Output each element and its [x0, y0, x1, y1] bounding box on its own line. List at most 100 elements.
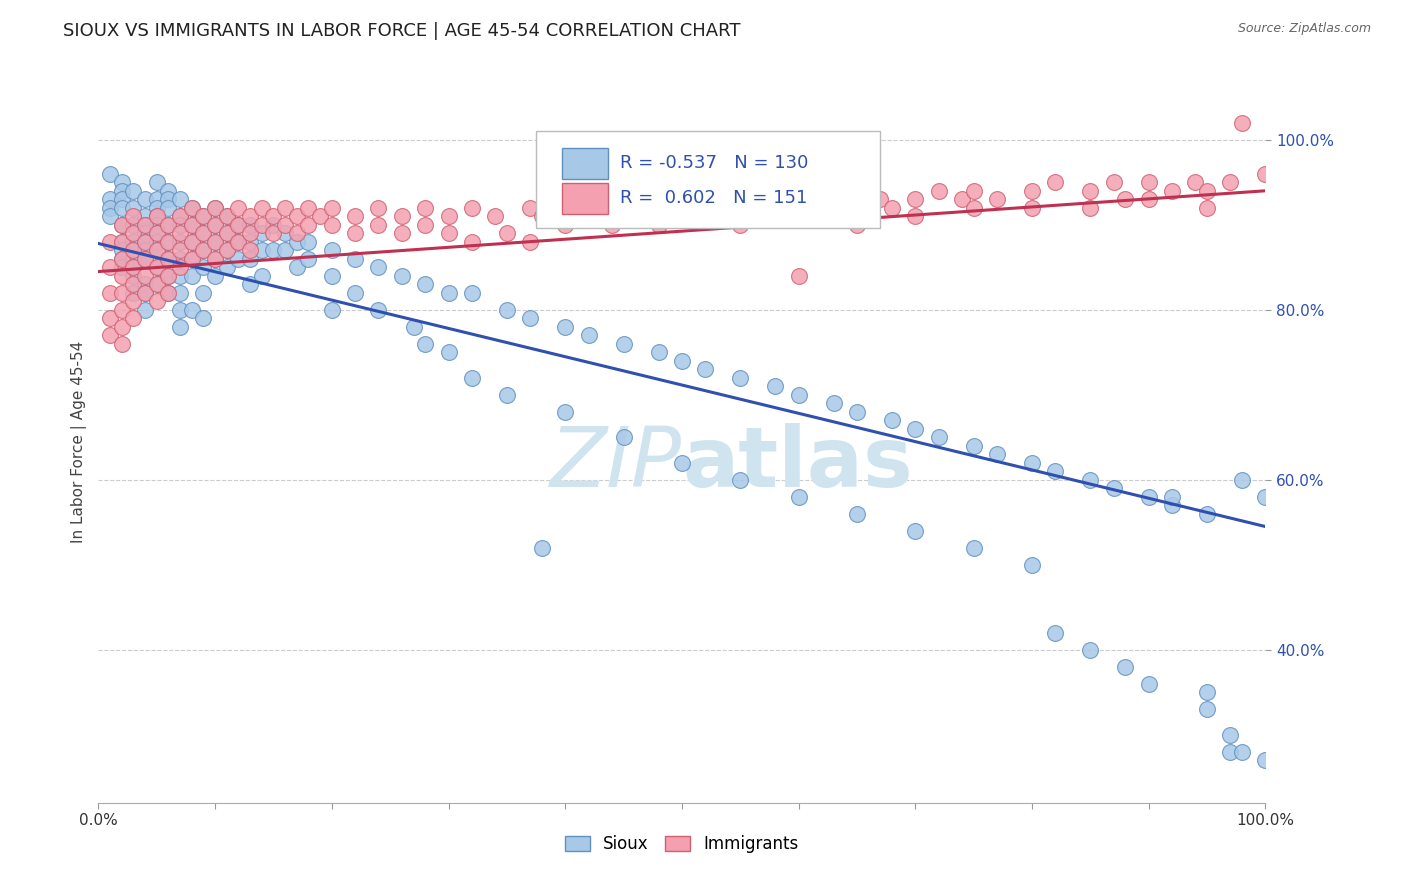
Point — [285, 260, 308, 275]
Point — [274, 227, 297, 241]
Point — [204, 235, 226, 249]
Text: ZIP: ZIP — [550, 423, 682, 504]
Point — [461, 201, 484, 215]
Point — [787, 388, 810, 402]
Point — [204, 268, 226, 283]
Point — [146, 235, 169, 249]
Point — [344, 285, 367, 300]
Point — [239, 235, 262, 249]
Point — [730, 473, 752, 487]
Point — [413, 201, 436, 215]
Point — [519, 311, 541, 326]
Point — [846, 405, 869, 419]
Point — [321, 268, 343, 283]
Point — [986, 447, 1008, 461]
Point — [321, 302, 343, 317]
Point — [169, 252, 191, 266]
Point — [846, 218, 869, 232]
Point — [111, 192, 134, 206]
Point — [274, 218, 297, 232]
Point — [215, 209, 238, 223]
Point — [811, 201, 834, 215]
Point — [787, 192, 810, 206]
Point — [146, 277, 169, 292]
Point — [134, 227, 156, 241]
Point — [787, 490, 810, 504]
Point — [624, 209, 647, 223]
FancyBboxPatch shape — [536, 131, 880, 228]
Point — [180, 235, 202, 249]
Point — [180, 201, 202, 215]
Point — [98, 328, 121, 343]
Point — [297, 252, 319, 266]
Point — [730, 218, 752, 232]
Point — [402, 319, 425, 334]
Point — [215, 227, 238, 241]
Point — [600, 218, 623, 232]
Point — [496, 302, 519, 317]
Point — [169, 192, 191, 206]
Point — [134, 244, 156, 258]
Point — [647, 192, 669, 206]
Point — [193, 260, 215, 275]
Point — [1021, 201, 1043, 215]
Point — [134, 235, 156, 249]
Point — [193, 285, 215, 300]
Point — [437, 345, 460, 359]
Point — [1045, 625, 1067, 640]
Point — [111, 260, 134, 275]
Point — [1021, 558, 1043, 572]
Point — [204, 201, 226, 215]
Point — [904, 209, 927, 223]
Point — [193, 244, 215, 258]
Point — [846, 201, 869, 215]
Point — [250, 218, 273, 232]
Point — [122, 285, 145, 300]
Point — [134, 302, 156, 317]
Point — [111, 175, 134, 189]
Point — [1195, 702, 1218, 716]
Point — [98, 260, 121, 275]
Point — [250, 244, 273, 258]
Point — [239, 252, 262, 266]
Point — [1161, 184, 1184, 198]
Point — [111, 319, 134, 334]
Text: Source: ZipAtlas.com: Source: ZipAtlas.com — [1237, 22, 1371, 36]
Point — [228, 218, 250, 232]
Point — [215, 260, 238, 275]
Point — [1195, 685, 1218, 699]
Point — [146, 218, 169, 232]
Point — [169, 285, 191, 300]
Point — [157, 285, 180, 300]
Point — [413, 218, 436, 232]
Point — [904, 422, 927, 436]
Point — [180, 218, 202, 232]
Point — [904, 192, 927, 206]
Point — [309, 209, 332, 223]
Point — [600, 201, 623, 215]
Point — [1219, 175, 1241, 189]
Point — [367, 302, 389, 317]
Point — [98, 167, 121, 181]
Point — [239, 277, 262, 292]
Point — [228, 218, 250, 232]
Point — [695, 362, 717, 376]
Point — [122, 244, 145, 258]
Point — [157, 235, 180, 249]
Point — [122, 260, 145, 275]
Point — [146, 175, 169, 189]
Point — [98, 235, 121, 249]
Point — [157, 218, 180, 232]
Point — [134, 192, 156, 206]
Point — [111, 218, 134, 232]
Point — [122, 184, 145, 198]
Point — [122, 252, 145, 266]
Point — [111, 218, 134, 232]
Point — [250, 201, 273, 215]
Point — [180, 252, 202, 266]
Point — [554, 201, 576, 215]
Point — [180, 252, 202, 266]
Point — [647, 345, 669, 359]
Y-axis label: In Labor Force | Age 45-54: In Labor Force | Age 45-54 — [72, 341, 87, 542]
Point — [1230, 116, 1253, 130]
